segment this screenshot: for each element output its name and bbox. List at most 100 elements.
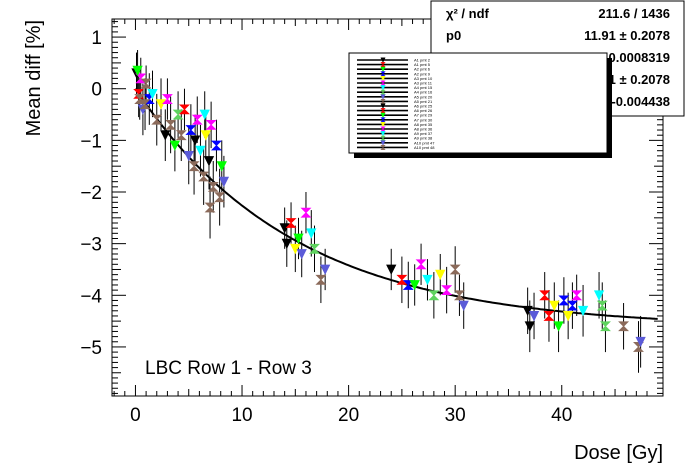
data-point [132,65,143,77]
data-point [296,249,307,260]
data-markers [131,65,646,352]
legend-marker [380,57,386,63]
data-point [161,94,173,104]
legend-marker [380,75,386,82]
legend-label: A8 pmt 36 [414,127,433,132]
legend-label: A3 pmt 10 [414,76,433,81]
legend-label: A2 pmt 9 [414,71,431,76]
data-point [553,321,564,332]
y-tick-label: −3 [80,235,102,256]
data-point [293,233,304,244]
data-point [396,274,408,285]
data-point [175,130,187,141]
legend-label: A6 pmt 26 [414,108,433,113]
data-point [198,171,210,182]
data-point [522,305,533,317]
data-point [453,290,465,301]
data-point [571,290,583,301]
data-point [204,202,216,213]
stats-row-value: 11.91 ± 0.2078 [584,28,670,43]
data-point [179,104,190,115]
stats-row-value: -0.004438 [611,94,670,109]
data-point [185,125,197,135]
data-point [539,290,551,301]
legend-marker [380,131,386,137]
data-point [205,119,217,130]
x-tick-label: 20 [338,405,359,426]
data-point [172,109,184,120]
data-point [160,130,171,141]
data-point [449,264,461,275]
stats-row-value: 211.6 / 1436 [598,6,670,21]
data-point [279,223,290,234]
data-point [188,161,200,172]
legend-label: A1 pmt 2 [414,58,431,63]
x-tick-label: 0 [130,405,141,426]
legend-label: A10 pmt 47 [414,140,435,145]
data-point [596,300,608,311]
data-point [386,264,397,275]
data-point [309,243,320,254]
data-point [422,274,433,286]
data-point [207,181,219,192]
data-point [415,259,427,270]
data-point [281,238,292,250]
data-point [315,274,327,285]
data-point [599,321,611,332]
y-tick-label: −1 [80,131,102,152]
legend-label: A7 pmt 29 [414,113,433,118]
data-point [199,109,210,120]
data-point [635,336,646,348]
data-point [200,130,211,141]
x-axis-title: Dose [Gy] [574,442,663,464]
data-point [618,321,630,332]
data-point [216,161,227,172]
legend-label: A3 pmt 11 [414,81,433,86]
legend-box: A1 pmt 2A1 pmt 5A2 pmt 6A2 pmt 9A3 pmt 1… [348,52,612,158]
data-point [285,218,297,228]
data-point [549,300,560,312]
x-tick-label: 40 [551,405,572,426]
data-point [306,228,317,239]
y-tick-label: −4 [80,286,102,307]
data-point [441,285,453,296]
legend-label: A7 pmt 30 [414,117,433,122]
legend-label: A5 pmt 20 [414,94,433,99]
data-point [409,280,420,291]
data-point [169,140,181,151]
data-point [558,295,570,306]
x-tick-label: 10 [231,405,252,426]
data-point [183,150,194,162]
y-tick-label: −2 [80,183,102,204]
data-point [577,305,589,317]
data-point [191,114,203,125]
legend-marker [380,112,386,118]
data-point [428,290,440,301]
data-point [300,207,312,218]
legend-label: A9 pmt 37 [414,131,433,136]
data-point [290,243,301,255]
data-point [189,135,201,146]
data-point [528,311,540,322]
y-tick-label: 0 [91,80,102,101]
data-point [524,321,535,332]
data-point [139,99,151,110]
data-point [458,300,469,312]
data-point [147,88,158,100]
data-point [165,119,177,130]
data-point [140,78,152,89]
legend-marker [380,85,386,91]
data-point [562,311,574,322]
legend-marker [380,140,386,146]
legend-label: A4 pmt 15 [414,85,433,90]
data-point [566,300,578,311]
legend-label: A5 pmt 21 [414,99,433,104]
legend-marker [380,94,386,100]
data-point [155,99,167,110]
x-tick-label: 30 [445,405,466,426]
data-point [320,264,331,275]
data-point [593,290,605,301]
y-tick-label: 1 [91,28,102,49]
legend-label: A1 pmt 5 [414,62,431,67]
